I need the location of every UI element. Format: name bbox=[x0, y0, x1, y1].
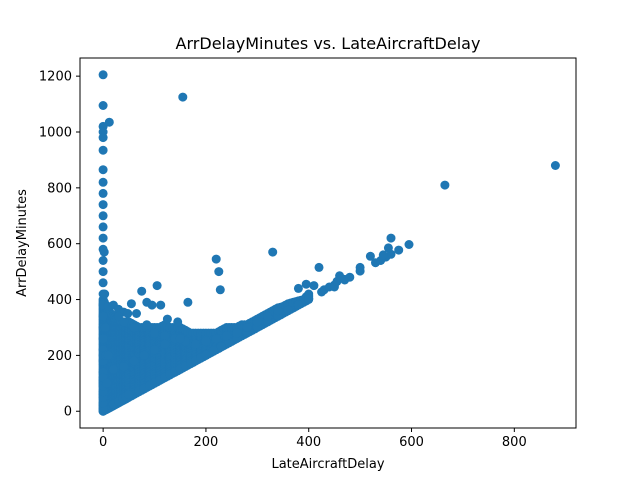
data-point bbox=[173, 317, 183, 327]
data-point bbox=[156, 300, 166, 310]
data-point bbox=[98, 222, 108, 232]
data-point bbox=[215, 285, 225, 295]
data-point bbox=[142, 320, 152, 330]
data-point bbox=[98, 200, 108, 210]
data-point bbox=[252, 317, 262, 327]
data-point bbox=[378, 250, 388, 260]
data-point bbox=[123, 309, 133, 318]
data-point bbox=[98, 101, 108, 110]
data-point bbox=[132, 309, 141, 318]
data-point bbox=[242, 323, 252, 332]
data-point bbox=[263, 311, 273, 321]
data-point bbox=[98, 211, 108, 221]
y-tick-label: 600 bbox=[47, 237, 72, 252]
x-axis-title: LateAircraftDelay bbox=[271, 457, 384, 472]
data-point bbox=[147, 300, 157, 310]
data-point bbox=[98, 188, 108, 198]
data-point bbox=[98, 278, 108, 288]
data-point bbox=[98, 334, 108, 344]
data-point bbox=[98, 70, 108, 80]
data-point bbox=[178, 92, 188, 102]
y-tick-label: 400 bbox=[47, 293, 72, 308]
plot-frame bbox=[79, 57, 577, 429]
data-point bbox=[201, 350, 211, 360]
y-axis-ticks: 0 200 400 600 800 1000 1200 bbox=[39, 70, 80, 420]
data-point bbox=[98, 267, 108, 277]
data-point bbox=[293, 283, 303, 293]
data-point bbox=[108, 364, 118, 374]
data-point bbox=[232, 328, 242, 338]
data-point bbox=[150, 345, 159, 355]
data-point bbox=[104, 117, 114, 127]
data-point bbox=[98, 256, 108, 265]
data-point bbox=[99, 247, 109, 257]
y-tick-label: 200 bbox=[47, 349, 72, 364]
data-point bbox=[355, 262, 365, 272]
data-point bbox=[283, 305, 293, 315]
data-point bbox=[103, 350, 113, 360]
data-point bbox=[139, 350, 149, 360]
x-tick-label: 800 bbox=[502, 435, 527, 450]
data-point bbox=[222, 331, 231, 341]
data-point bbox=[309, 281, 319, 291]
data-point bbox=[191, 339, 201, 349]
data-point bbox=[304, 294, 314, 304]
data-point bbox=[137, 286, 147, 296]
data-point bbox=[152, 281, 162, 291]
data-point bbox=[129, 356, 139, 366]
x-tick-label: 200 bbox=[194, 435, 219, 450]
data-point bbox=[150, 328, 159, 338]
data-point bbox=[98, 133, 108, 143]
data-point bbox=[345, 272, 355, 282]
data-point bbox=[129, 323, 139, 332]
y-axis-title: ArrDelayMinutes bbox=[15, 189, 30, 297]
data-point bbox=[440, 180, 450, 190]
data-point bbox=[404, 240, 414, 249]
data-point bbox=[102, 378, 112, 388]
data-point bbox=[126, 299, 136, 309]
data-point bbox=[98, 311, 108, 321]
data-points bbox=[98, 70, 560, 416]
data-point bbox=[216, 342, 226, 351]
data-point bbox=[214, 267, 224, 277]
y-tick-label: 1000 bbox=[39, 126, 72, 141]
data-point bbox=[383, 243, 393, 253]
x-tick-label: 600 bbox=[399, 435, 424, 450]
data-point bbox=[183, 297, 193, 307]
data-point bbox=[386, 233, 396, 243]
data-point bbox=[365, 251, 375, 261]
x-axis-ticks: 0 200 400 600 800 bbox=[99, 428, 527, 450]
data-point bbox=[211, 254, 221, 264]
data-point bbox=[293, 300, 303, 310]
data-point bbox=[273, 306, 283, 316]
y-tick-label: 1200 bbox=[39, 70, 72, 85]
data-point bbox=[201, 336, 211, 346]
data-point bbox=[98, 165, 108, 175]
data-point bbox=[124, 390, 134, 399]
data-point bbox=[98, 233, 108, 243]
data-point bbox=[209, 346, 219, 356]
data-point bbox=[119, 317, 129, 327]
data-point bbox=[175, 334, 185, 344]
data-point bbox=[162, 314, 172, 324]
data-point bbox=[98, 177, 108, 187]
data-point bbox=[100, 289, 110, 299]
y-tick-label: 0 bbox=[64, 405, 72, 420]
x-tick-label: 400 bbox=[296, 435, 321, 450]
y-tick-label: 800 bbox=[47, 181, 72, 196]
data-point bbox=[160, 339, 170, 349]
x-tick-label: 0 bbox=[99, 435, 107, 450]
data-point bbox=[268, 247, 278, 257]
data-point bbox=[100, 323, 110, 332]
chart-title: ArrDelayMinutes vs. LateAircraftDelay bbox=[176, 34, 481, 53]
data-point bbox=[301, 279, 311, 289]
data-point bbox=[550, 161, 560, 170]
data-point bbox=[211, 334, 221, 344]
data-point bbox=[160, 331, 170, 341]
data-point bbox=[394, 245, 404, 255]
data-point bbox=[119, 362, 129, 372]
data-point bbox=[314, 262, 324, 272]
data-point bbox=[98, 145, 108, 155]
